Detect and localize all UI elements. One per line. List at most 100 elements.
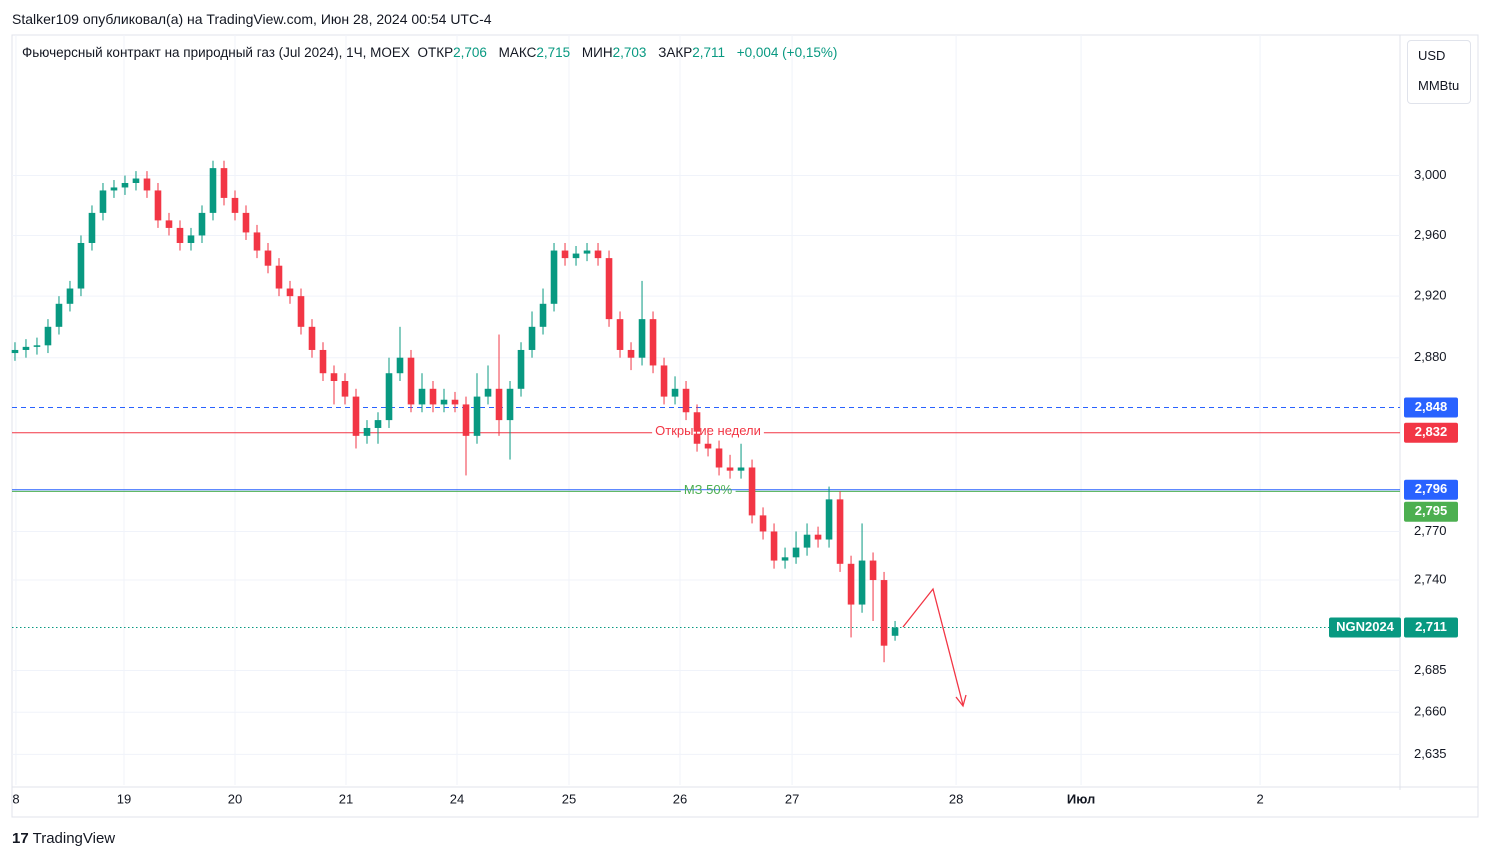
candle-body (825, 499, 833, 540)
chart-frame (11, 34, 1479, 818)
y-tick-label: 2,770 (1414, 523, 1447, 538)
candle-body (242, 212, 250, 233)
candle-body (99, 190, 107, 213)
candle-body (715, 448, 723, 468)
low-value: 2,703 (612, 45, 647, 60)
candle-body (671, 388, 679, 397)
candle-body (319, 349, 327, 374)
candle-body (495, 388, 503, 421)
candle-body (11, 349, 19, 354)
candle-body (638, 319, 646, 358)
price-label-box (1404, 479, 1458, 500)
close-value: 2,711 (692, 45, 725, 60)
candle-body (253, 232, 261, 251)
candle-body (33, 345, 41, 347)
candle-body (440, 399, 448, 405)
candle-body (473, 396, 481, 436)
y-tick-label: 2,685 (1414, 662, 1447, 677)
candle-body (605, 258, 613, 320)
candle-body (484, 388, 492, 397)
candle-body (330, 373, 338, 382)
unit-selector[interactable]: USD MMBtu (1407, 40, 1471, 104)
candle-body (286, 288, 294, 297)
y-tick-label: 2,960 (1414, 227, 1447, 242)
candle-body (803, 534, 811, 548)
candle-body (275, 265, 283, 289)
candle-body (770, 531, 778, 561)
currency[interactable]: USD (1418, 48, 1446, 63)
candle-body (385, 373, 393, 421)
price-label: 2,796 (1415, 481, 1448, 496)
candle-body (77, 242, 85, 289)
candle-body (693, 412, 701, 444)
candle-body (880, 580, 888, 646)
price-label: 2,848 (1415, 399, 1448, 414)
line-label-bg (652, 431, 764, 434)
candle-body (814, 534, 822, 540)
open-label: ОТКР (417, 45, 454, 60)
y-tick-label: 3,000 (1414, 167, 1447, 182)
x-tick-label: 19 (117, 791, 131, 806)
x-tick-label: 8 (12, 791, 19, 806)
x-tick-label: 24 (450, 791, 464, 806)
symbol: Фьючерсный контракт на природный газ (Ju… (22, 45, 410, 60)
candle-body (539, 303, 547, 327)
candle-body (220, 168, 228, 198)
candle-body (462, 404, 470, 436)
candle-body (55, 303, 63, 327)
candle-body (374, 420, 382, 428)
candle-body (22, 346, 30, 350)
x-tick-label: 26 (673, 791, 687, 806)
candle-body (781, 557, 789, 561)
candle-body (572, 253, 580, 259)
price-label: 2,711 (1415, 619, 1447, 634)
labels: 8 19 20 21 24 25 26 27 28 Июл 2 2,635 2,660 2,685 2,74… (12, 167, 1458, 806)
drawn-arrow (902, 587, 964, 706)
high-label: МАКС (498, 45, 537, 60)
candle-body (759, 515, 767, 532)
candle-body (836, 499, 844, 564)
line-label: МЗ 50% (684, 482, 733, 497)
price-label: 2,832 (1415, 424, 1448, 439)
candle-body (561, 250, 569, 259)
price-label-box (1404, 397, 1458, 418)
candle-body (649, 319, 657, 366)
high-value: 2,715 (536, 45, 571, 60)
grid (12, 35, 1400, 785)
candles (11, 160, 899, 663)
candle-body (583, 250, 591, 254)
close-label: ЗАКР (658, 45, 693, 60)
candle-body (297, 296, 305, 327)
low-label: МИН (581, 45, 613, 60)
price-lines (12, 407, 1400, 629)
candle-body (264, 250, 272, 266)
x-tick-label: 28 (949, 791, 963, 806)
candle-body (869, 560, 877, 581)
y-tick-label: 2,880 (1414, 349, 1447, 364)
change: +0,004 (+0,15%) (736, 45, 838, 60)
x-tick-label: 27 (785, 791, 799, 806)
x-tick-label: 20 (228, 791, 242, 806)
y-tick-label: 2,635 (1414, 746, 1447, 761)
open-value: 2,706 (453, 45, 487, 60)
price-label-box (1404, 617, 1458, 638)
candle-body (418, 388, 426, 405)
candle-body (88, 212, 96, 243)
x-tick-label: 2 (1256, 791, 1263, 806)
price-label-box (1404, 422, 1458, 443)
candle-body (550, 250, 558, 304)
candle-body (121, 182, 129, 188)
price-label: 2,795 (1415, 503, 1448, 518)
y-tick-label: 2,920 (1414, 288, 1447, 303)
line-label-bg (680, 490, 736, 493)
legend: Фьючерсный контракт на природный газ (Ju… (22, 45, 845, 60)
price-label-box (1404, 501, 1458, 522)
candle-body (396, 357, 404, 374)
candle-body (429, 388, 437, 405)
header: Stalker109 опубликовал(а) на TradingView… (12, 11, 492, 27)
candle-body (704, 443, 712, 449)
unit[interactable]: MMBtu (1418, 78, 1460, 93)
candle-body (682, 388, 690, 413)
candle-body (847, 563, 855, 605)
